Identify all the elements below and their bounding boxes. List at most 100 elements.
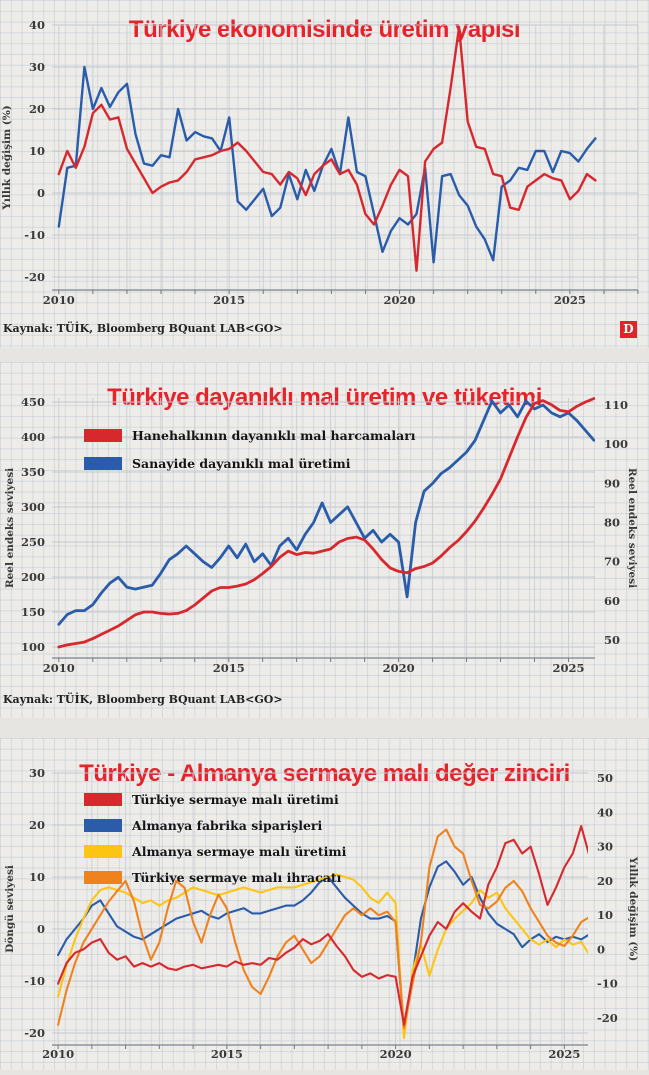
chart-title: Türkiye ekonomisinde üretim yapısı xyxy=(128,15,521,43)
y-axis-left: 450 400 350 300 250 200 150 100 Reel endeks sevi… xyxy=(4,395,45,654)
y-tick-label: 30 xyxy=(29,60,45,74)
y-tick-label: 400 xyxy=(21,430,45,444)
x-tick-label: 2010 xyxy=(43,293,75,307)
series-line-series0 xyxy=(57,25,597,272)
series-line-almanya-fabrika-sipari-leri xyxy=(57,860,588,1035)
legend-item: Almanya sermaye malı üretimi xyxy=(84,844,346,859)
series-lines xyxy=(57,25,597,272)
y-tick-label: -10 xyxy=(24,974,45,988)
y-tick-label: 20 xyxy=(29,818,45,832)
y-axis-left: 40 30 20 10 0 -10 -20 Yıllık değişim (%) xyxy=(1,18,45,284)
legend-swatch xyxy=(84,457,122,470)
legend-label: Hanehalkının dayanıklı mal harcamaları xyxy=(132,428,416,443)
legend-item: Türkiye sermaye malı üretimi xyxy=(84,792,346,807)
x-tick-label: 2020 xyxy=(383,661,415,675)
series-line-hanehalk-n-n-dayan-kl-mal-harcamalar- xyxy=(57,397,595,649)
y-axis-label-left: Döngü seviyesi xyxy=(4,865,16,953)
legend-item: Hanehalkının dayanıklı mal harcamaları xyxy=(84,428,416,443)
y-axis-left: 30 20 10 0 -10 -20 Döngü seviyesi xyxy=(4,766,45,1040)
x-tick-label: 2015 xyxy=(213,661,245,675)
series-lines xyxy=(57,397,595,649)
x-tick-label: 2010 xyxy=(43,661,75,675)
y-tick-label: 40 xyxy=(29,18,45,32)
x-tick-label: 2020 xyxy=(384,293,416,307)
plot-grid xyxy=(52,772,588,1045)
plot-grid xyxy=(52,398,595,658)
y-tick-label: -20 xyxy=(24,1026,45,1040)
y-tick-label: 250 xyxy=(21,535,45,549)
x-tick-label: 2015 xyxy=(213,293,245,307)
y-tick-label: -20 xyxy=(597,1011,618,1025)
legend-item: Sanayide dayanıklı mal üretimi xyxy=(84,456,416,471)
line-chart-canvas: 2010 2015 2020 2025 40 30 20 10 0 -10 -20 Yıllık de… xyxy=(0,0,649,348)
durable-goods-chart-panel: Türkiye dayanıklı mal üretim ve tüketimi… xyxy=(0,362,649,718)
y-tick-label: 100 xyxy=(21,640,45,654)
x-tick-label: 2015 xyxy=(211,1047,243,1061)
y-tick-label: -10 xyxy=(597,977,618,991)
legend-label: Almanya sermaye malı üretimi xyxy=(132,844,347,859)
bloomberg-function-badge: D xyxy=(620,321,637,338)
source-note: Kaynak: TÜİK, Bloomberg BQuant LAB<GO> xyxy=(3,322,283,335)
y-tick-label: 90 xyxy=(604,476,620,490)
x-axis: 2010 2015 2020 2025 xyxy=(43,657,595,675)
plot-grid xyxy=(52,24,639,290)
x-tick-label: 2020 xyxy=(380,1047,412,1061)
legend-item: Türkiye sermaye malı ihracatı xyxy=(84,870,346,885)
x-tick-label: 2025 xyxy=(552,661,584,675)
x-axis: 2010 2015 2020 2025 xyxy=(43,289,639,307)
x-tick-label: 2025 xyxy=(548,1047,580,1061)
x-tick-label: 2010 xyxy=(42,1047,74,1061)
y-tick-label: 150 xyxy=(21,605,45,619)
x-axis: 2010 2015 2020 2025 xyxy=(42,1044,588,1061)
chart-title: Türkiye dayanıklı mal üretim ve tüketimi xyxy=(107,383,542,411)
legend-label: Almanya fabrika siparişleri xyxy=(132,818,323,833)
y-axis-right: 50 40 30 20 10 0 -10 -20 Yıllık değişim (%) xyxy=(597,771,639,1025)
y-tick-label: 50 xyxy=(597,771,613,785)
y-tick-label: 100 xyxy=(604,437,628,451)
y-tick-label: 80 xyxy=(604,516,620,530)
series-line-almanya-sermaye-mal-retimi xyxy=(57,873,588,1040)
y-tick-label: 30 xyxy=(29,766,45,780)
y-tick-label: 110 xyxy=(604,398,628,412)
legend-swatch xyxy=(84,819,122,832)
legend-swatch xyxy=(84,845,122,858)
legend-label: Türkiye sermaye malı üretimi xyxy=(132,792,339,807)
x-tick-label: 2025 xyxy=(554,293,586,307)
y-tick-label: 350 xyxy=(21,465,45,479)
y-axis-label-right: Yıllık değişim (%) xyxy=(627,856,639,961)
y-tick-label: 10 xyxy=(597,908,613,922)
y-tick-label: 10 xyxy=(29,144,45,158)
chart-legend: Türkiye sermaye malı üretimi Almanya fabr… xyxy=(84,792,346,896)
series-line-t-rkiye-sermaye-mal-ihracat- xyxy=(57,828,588,1030)
y-axis-label-left: Yıllık değişim (%) xyxy=(1,105,13,210)
line-chart-canvas: 2010 2015 2020 2025 450 400 350 300 250 200 150 100… xyxy=(0,362,649,718)
y-axis-label-right: Reel endeks seviyesi xyxy=(626,468,638,588)
y-tick-label: 300 xyxy=(21,500,45,514)
y-tick-label: 50 xyxy=(604,633,620,647)
legend-label: Sanayide dayanıklı mal üretimi xyxy=(132,456,351,471)
y-tick-label: 0 xyxy=(37,186,45,200)
production-structure-chart-panel: Türkiye ekonomisinde üretim yapısı 2010 2… xyxy=(0,0,649,348)
legend-swatch xyxy=(84,429,122,442)
series-lines xyxy=(57,825,588,1040)
source-note: Kaynak: TÜİK, Bloomberg BQuant LAB<GO> xyxy=(3,693,283,706)
series-line-series1 xyxy=(57,65,597,264)
y-tick-label: 20 xyxy=(597,874,613,888)
y-axis-label-left: Reel endeks seviyesi xyxy=(4,468,16,588)
legend-swatch xyxy=(84,871,122,884)
legend-item: Almanya fabrika siparişleri xyxy=(84,818,346,833)
legend-label: Türkiye sermaye malı ihracatı xyxy=(132,870,342,885)
y-tick-label: 200 xyxy=(21,570,45,584)
y-tick-label: 40 xyxy=(597,805,613,819)
y-tick-label: 10 xyxy=(29,870,45,884)
line-chart-canvas: 2010 2015 2020 2025 30 20 10 0 -10 -20 Döngü seviy… xyxy=(0,738,649,1070)
y-tick-label: -20 xyxy=(24,270,45,284)
capital-goods-value-chain-chart-panel: Türkiye - Almanya sermaye malı değer zin… xyxy=(0,738,649,1070)
y-tick-label: 20 xyxy=(29,102,45,116)
y-tick-label: 0 xyxy=(597,942,605,956)
y-axis-right: 110 100 90 80 70 60 50 Reel endeks seviyesi xyxy=(604,398,638,647)
series-line-sanayide-dayan-kl-mal-retimi xyxy=(57,399,595,626)
y-tick-label: 450 xyxy=(21,395,45,409)
line-chart: 2010 2015 2020 2025 450 400 350 300 250 200 150 100… xyxy=(4,395,638,675)
